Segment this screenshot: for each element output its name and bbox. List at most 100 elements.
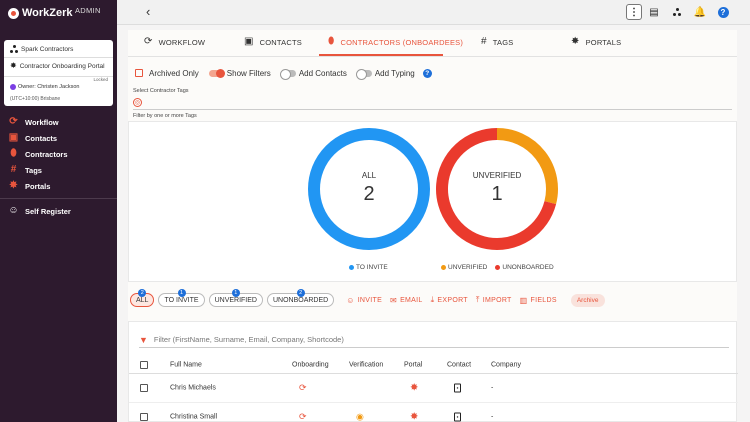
row-checkbox[interactable] <box>140 413 148 421</box>
row-company: - <box>491 384 494 392</box>
legend-item-unonboarded[interactable]: UNONBOARDED <box>495 264 554 271</box>
portal-icon[interactable]: ✸ <box>410 382 419 394</box>
portal-name: Contractor Onboarding Portal <box>19 62 105 70</box>
tab-portals[interactable]: ✸ PORTALS <box>571 36 622 47</box>
chevron-left-icon[interactable]: ‹ <box>146 4 151 19</box>
column-header-contact[interactable]: Contact <box>447 361 472 368</box>
filter-chip-unverified[interactable]: 1 UNVERIFIED <box>208 289 263 307</box>
legend-unverified: UNVERIFIED UNONBOARDED <box>441 264 554 271</box>
workflow-icon: ⟳ <box>9 116 18 127</box>
filter-chip-all[interactable]: 2 ALL <box>130 289 155 307</box>
legend-item-to-invite[interactable]: TO INVITE <box>349 264 388 271</box>
sidebar-nav: ⟳ Workflow ▣ Contacts ⬮ Contractors # Ta… <box>0 114 117 219</box>
select-all-checkbox[interactable] <box>140 360 148 369</box>
import-button[interactable]: ⤒ IMPORT <box>475 295 512 304</box>
verification-pending-icon[interactable]: ◉ <box>356 411 364 422</box>
contact-card-icon[interactable]: ▪ <box>454 383 461 393</box>
table-view-icon[interactable]: ▤ <box>649 6 659 18</box>
sidebar: WorkZerk ADMIN Spark Contractors ✸ Contr… <box>0 0 117 422</box>
sidebar-item-contacts[interactable]: ▣ Contacts <box>0 130 117 146</box>
filter-chip-to-invite[interactable]: 1 TO INVITE <box>158 289 205 307</box>
sidebar-item-label: Workflow <box>25 117 59 127</box>
workzerk-logo-icon <box>8 7 19 19</box>
columns-icon: ▥ <box>519 295 528 305</box>
contacts-icon: ▣ <box>8 132 19 143</box>
sidebar-item-label: Contacts <box>25 133 58 143</box>
add-contacts-toggle[interactable] <box>279 68 296 80</box>
tab-contacts[interactable]: ▣ CONTACTS <box>244 36 302 47</box>
card-divider <box>4 57 113 58</box>
sidebar-item-self-register[interactable]: ☺ Self Register <box>0 203 117 219</box>
table-filter-input[interactable]: ▼ Filter (FirstName, Surname, Email, Com… <box>139 332 729 348</box>
column-header-verification[interactable]: Verification <box>349 361 384 368</box>
donut-slice-unverified[interactable] <box>496 128 558 205</box>
column-header-portal[interactable]: Portal <box>404 361 423 368</box>
filter-icon: ▼ <box>139 334 148 345</box>
portal-icon[interactable]: ✸ <box>410 411 419 422</box>
email-button[interactable]: ✉ EMAIL <box>390 295 423 305</box>
tab-tags[interactable]: # TAGS <box>481 36 514 47</box>
legend-all: TO INVITE <box>349 264 388 271</box>
legend-item-unverified[interactable]: UNVERIFIED <box>441 264 487 271</box>
location-pin-icon: ⬮ <box>328 36 335 47</box>
help-icon[interactable]: ? <box>715 4 731 20</box>
account-card[interactable]: Spark Contractors ✸ Contractor Onboardin… <box>4 40 113 106</box>
company-row[interactable]: Spark Contractors <box>10 45 73 53</box>
sidebar-item-contractors[interactable]: ⬮ Contractors <box>0 146 117 162</box>
donut-all[interactable] <box>308 128 430 250</box>
donut-slice-to-invite[interactable] <box>308 128 430 250</box>
table-row[interactable]: Christina Small ⟳ ◉ ✸ ▪ - <box>129 403 738 422</box>
content-panel: ⟳ WORKFLOW ▣ CONTACTS ⬮ CONTRACTORS (ONB… <box>128 30 738 422</box>
column-header-company[interactable]: Company <box>491 361 521 368</box>
tags-input[interactable]: ◎ <box>133 96 732 110</box>
location-pin-icon: ⬮ <box>10 148 17 159</box>
brand[interactable]: WorkZerk <box>8 7 73 19</box>
company-icon <box>10 45 18 53</box>
invite-button[interactable]: ☺ INVITE <box>346 295 383 305</box>
column-header-onboarding[interactable]: Onboarding <box>292 361 329 368</box>
sidebar-item-label: Self Register <box>25 206 71 216</box>
archived-only-label: Archived Only <box>149 68 199 78</box>
export-button[interactable]: ⤓ EXPORT <box>430 295 468 304</box>
bell-icon[interactable]: 🔔 <box>693 6 707 18</box>
hash-icon: # <box>481 36 487 47</box>
tab-workflow[interactable]: ⟳ WORKFLOW <box>144 36 206 47</box>
org-chart-icon[interactable] <box>669 4 685 20</box>
upload-icon: ⤒ <box>475 295 480 304</box>
portal-row[interactable]: ✸ Contractor Onboarding Portal <box>10 62 105 70</box>
more-vert-icon[interactable]: ⋮ <box>626 4 642 20</box>
add-typing-label: Add Typing <box>374 68 415 78</box>
chip-count-badge: 1 <box>177 289 186 297</box>
help-icon[interactable]: ? <box>422 68 432 78</box>
sidebar-item-portals[interactable]: ✸ Portals <box>0 178 117 194</box>
role-label: ADMIN <box>75 6 101 15</box>
filter-chip-unonboarded[interactable]: 2 UNONBOARDED <box>266 289 335 307</box>
chart-card: ALL 2 UNVERIFIED 1 TO INVITE UNVERIFIED … <box>128 121 737 282</box>
row-full-name: Chris Michaels <box>170 384 216 392</box>
archived-only-checkbox[interactable] <box>135 69 143 77</box>
show-filters-toggle[interactable] <box>208 68 225 78</box>
sidebar-item-label: Contractors <box>25 149 68 159</box>
sidebar-item-workflow[interactable]: ⟳ Workflow <box>0 114 117 130</box>
timezone-text: (UTC+10:00) Brisbane <box>10 96 61 102</box>
onboarding-status-icon[interactable]: ⟳ <box>299 382 307 393</box>
archive-button[interactable]: Archive <box>570 293 605 307</box>
main-area: ⟳ WORKFLOW ▣ CONTACTS ⬮ CONTRACTORS (ONB… <box>117 25 750 422</box>
donut-slice-unonboarded[interactable] <box>436 128 557 250</box>
onboarding-status-icon[interactable]: ⟳ <box>299 411 307 422</box>
donut-unverified-label: UNVERIFIED <box>473 171 522 180</box>
contact-card-icon[interactable]: ▪ <box>454 412 461 422</box>
brand-name: WorkZerk <box>22 7 73 19</box>
row-full-name: Christina Small <box>170 413 218 421</box>
column-header-full-name[interactable]: Full Name <box>170 361 202 368</box>
donut-all-label: ALL <box>362 171 377 180</box>
portal-icon: ✸ <box>10 61 17 70</box>
tab-contractors[interactable]: ⬮ CONTRACTORS (ONBOARDEES) <box>328 36 464 47</box>
sidebar-item-tags[interactable]: # Tags <box>0 162 117 178</box>
add-typing-toggle[interactable] <box>355 68 372 80</box>
donut-unverified[interactable] <box>436 128 558 250</box>
fields-button[interactable]: ▥ FIELDS <box>519 295 557 305</box>
card-divider <box>4 76 113 77</box>
row-checkbox[interactable] <box>140 384 148 392</box>
table-row[interactable]: Chris Michaels ⟳ ✸ ▪ - <box>129 374 738 403</box>
